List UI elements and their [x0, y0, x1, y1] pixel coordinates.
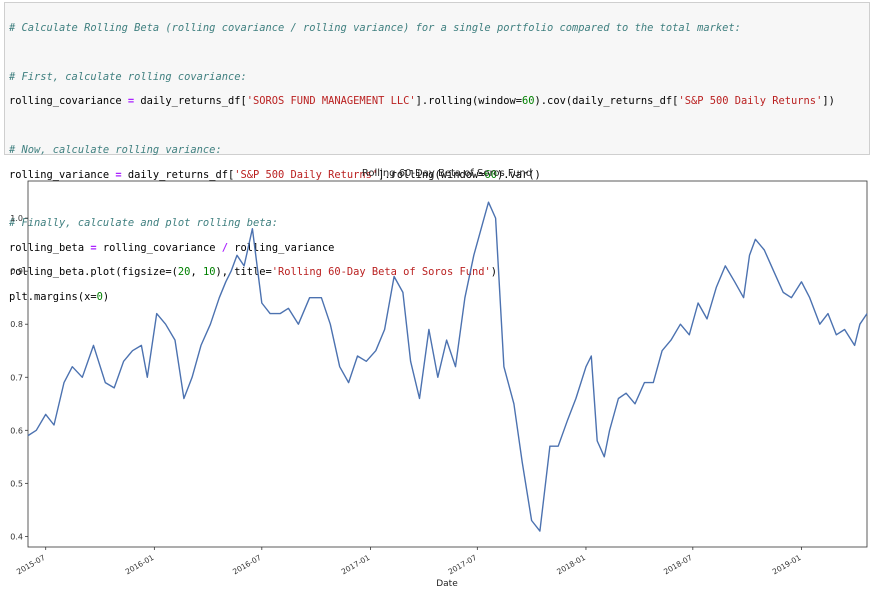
code-token: rolling_variance [9, 168, 110, 181]
code-token: (daily_returns_df[ [565, 95, 679, 108]
code-token: (window= [471, 95, 523, 108]
code-token: (window= [434, 168, 485, 181]
y-tick-label: 0.8 [10, 320, 23, 329]
code-number: 20 [177, 266, 191, 279]
code-string: 'S&P 500 Daily Returns' [234, 168, 379, 181]
series-group [27, 201, 868, 532]
y-tick-label: 0.9 [10, 267, 23, 276]
x-tick-label: 2017-07 [447, 553, 479, 577]
code-token: ).cov [534, 95, 566, 108]
code-token: rolling_variance [234, 241, 335, 254]
code-operator: / [221, 241, 229, 254]
y-tick-label: 0.4 [10, 532, 23, 541]
code-token: ).var [497, 168, 529, 181]
code-line-9: # Finally, calculate and plot rolling be… [9, 217, 869, 229]
code-operator: = [127, 95, 135, 108]
code-string: 'S&P 500 Daily Returns' [678, 95, 823, 108]
x-axis: 2015-07 2016-01 2016-07 2017-01 2017-07 2018-… [15, 547, 803, 576]
series-line [27, 201, 868, 532]
code-string: 'Rolling 60-Day Beta of Soros Fund' [271, 266, 491, 279]
code-token: ]) [822, 95, 835, 108]
x-tick-label: 2015-07 [15, 553, 47, 577]
code-number: 0 [96, 290, 103, 303]
code-line-blank [9, 47, 869, 59]
code-token: daily_returns_df[ [127, 168, 235, 181]
x-tick-label: 2016-07 [231, 553, 263, 577]
code-cell[interactable]: # Calculate Rolling Beta (rolling covari… [4, 2, 870, 303]
code-line-4: rolling_covariance = daily_returns_df['S… [9, 95, 869, 107]
code-number: 60 [522, 95, 535, 108]
code-token: rolling_beta.plot [9, 266, 116, 279]
code-token: daily_returns_df[ [140, 95, 247, 108]
x-tick-label: 2018-01 [555, 553, 587, 577]
code-operator: = [90, 241, 97, 254]
code-token: ].rolling [378, 168, 435, 181]
code-token: ) [490, 266, 497, 279]
chart-title: Rolling 60-Day Beta of Soros Fund [362, 168, 532, 179]
code-comment: # Finally, calculate and plot rolling be… [9, 217, 278, 230]
code-token: ) [102, 290, 110, 303]
x-tick-label: 2016-01 [124, 553, 156, 577]
code-line-12: plt.margins(x=0) [9, 291, 869, 303]
code-number: 60 [484, 168, 498, 181]
code-token: ].rolling [415, 95, 472, 108]
code-token: rolling_covariance [9, 95, 122, 108]
y-tick-label: 0.7 [10, 373, 23, 382]
code-line-7: rolling_variance = daily_returns_df['S&P… [9, 169, 869, 181]
code-line-3: # First, calculate rolling covariance: [9, 71, 869, 83]
x-axis-label: Date [436, 579, 458, 589]
y-tick-label: 1.0 [10, 214, 23, 223]
code-token: () [528, 168, 541, 181]
code-operator: = [115, 168, 122, 181]
code-number: 10 [202, 266, 216, 279]
y-tick-label: 0.6 [10, 426, 23, 435]
code-token: (x= [77, 290, 97, 303]
code-token: plt.margins [9, 290, 78, 303]
code-token: ), title= [215, 266, 272, 279]
code-comment: # First, calculate rolling covariance: [9, 70, 247, 83]
code-token: rolling_covariance [102, 241, 216, 254]
rolling-beta-chart: Rolling 60-Day Beta of Soros Fund 0.4 0.5… [10, 168, 868, 589]
y-axis: 0.4 0.5 0.6 0.7 0.8 0.9 1.0 [10, 214, 28, 541]
plot-area [27, 180, 868, 548]
x-tick-label: 2018-07 [662, 553, 694, 577]
x-tick-label: 2017-01 [340, 553, 372, 577]
code-comment: # Now, calculate rolling variance: [9, 144, 222, 157]
y-tick-label: 0.5 [10, 479, 23, 488]
code-line-1: # Calculate Rolling Beta (rolling covari… [9, 22, 869, 34]
code-line-11: rolling_beta.plot(figsize=(20, 10), titl… [9, 266, 869, 278]
code-line-blank [9, 120, 869, 132]
code-token: (figsize=( [115, 266, 178, 279]
x-tick-label: 2019-01 [771, 553, 803, 577]
code-line-6: # Now, calculate rolling variance: [9, 144, 869, 156]
code-comment: # Calculate Rolling Beta (rolling covari… [9, 22, 741, 35]
code-token: , [190, 266, 203, 279]
code-string: 'SOROS FUND MANAGEMENT LLC' [246, 95, 416, 108]
